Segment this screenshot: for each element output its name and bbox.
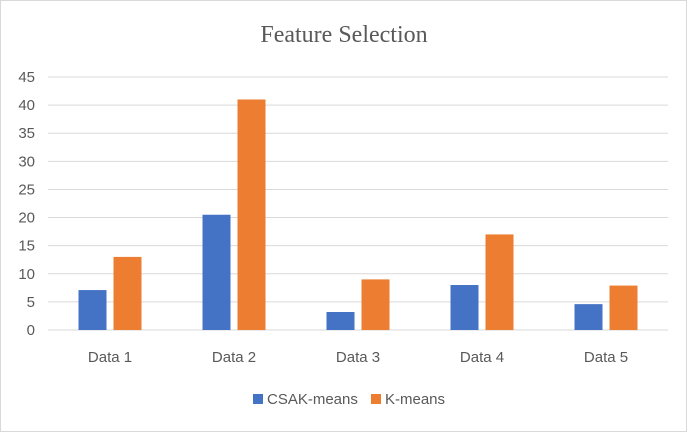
y-tick-label: 30 [18,153,35,170]
legend-swatch [253,394,263,404]
x-axis-categories: Data 1 Data 2 Data 3 Data 4 Data 5 [88,349,628,366]
bar-k-means-1 [113,256,142,330]
chart-title: Feature Selection [260,22,427,48]
bar-csak-means-2 [202,214,231,330]
y-tick-label: 20 [18,210,35,227]
bar-k-means-2 [237,99,266,330]
bar-csak-means-5 [574,304,603,330]
bar-csak-means-4 [450,285,479,330]
y-tick-label: 45 [18,69,35,86]
legend-label: K-means [385,391,445,408]
y-tick-label: 10 [18,266,35,283]
x-category-label: Data 1 [88,349,132,366]
x-category-label: Data 4 [460,349,504,366]
bar-k-means-4 [485,234,514,330]
legend-swatch [371,394,381,404]
y-tick-label: 25 [18,181,35,198]
bar-k-means-5 [609,285,638,330]
y-tick-label: 40 [18,97,35,114]
legend-label: CSAK-means [267,391,358,408]
legend: CSAK-means K-means [253,391,445,408]
y-tick-label: 5 [27,294,35,311]
y-tick-label: 0 [27,322,35,339]
gridlines [48,76,668,331]
y-tick-label: 15 [18,238,35,255]
bars [78,99,638,330]
x-category-label: Data 3 [336,349,380,366]
x-category-label: Data 2 [212,349,256,366]
bar-csak-means-1 [78,290,107,330]
y-axis-ticks: 0 5 10 15 20 25 30 35 40 45 [18,69,35,339]
bar-csak-means-3 [326,312,355,330]
x-category-label: Data 5 [584,349,628,366]
bar-k-means-3 [361,279,390,330]
y-tick-label: 35 [18,125,35,142]
